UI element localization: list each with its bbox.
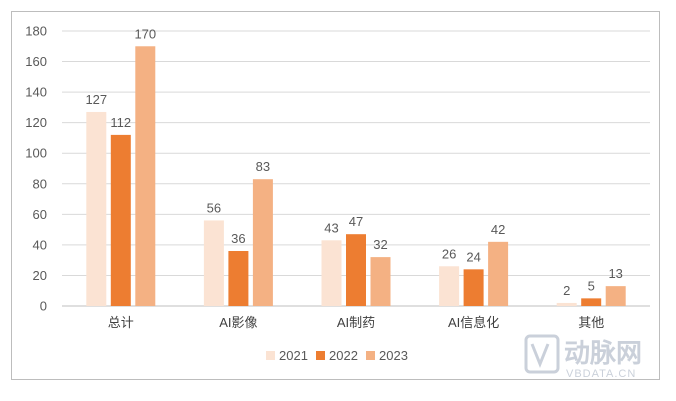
bar-2023-4 xyxy=(605,286,626,306)
data-label: 56 xyxy=(207,200,221,215)
x-category-label: AI制药 xyxy=(337,315,375,330)
data-label: 36 xyxy=(231,231,245,246)
vb-logo-icon xyxy=(524,334,560,374)
legend-label-2023: 2023 xyxy=(379,348,408,363)
data-label: 112 xyxy=(110,115,131,130)
y-axis-ticks: 0 20 40 60 80 100 120 140 160 180 xyxy=(25,24,47,314)
y-tick-label: 0 xyxy=(40,299,47,314)
legend-swatch-2022 xyxy=(316,351,325,360)
y-tick-label: 40 xyxy=(33,237,47,252)
bar-2021-3 xyxy=(439,266,460,306)
y-tick-label: 60 xyxy=(33,207,47,222)
x-category-label: 总计 xyxy=(108,315,134,330)
data-label: 2 xyxy=(563,283,570,298)
data-label: 83 xyxy=(256,159,270,174)
bar-2021-2 xyxy=(321,240,342,306)
watermark: 动脉网 VBDATA.CN xyxy=(524,334,642,380)
legend-label-2021: 2021 xyxy=(279,348,308,363)
bar-2022-0 xyxy=(110,134,131,306)
watermark-logo-text: 动脉网 xyxy=(564,338,642,368)
watermark-url-text: VBDATA.CN xyxy=(566,368,636,380)
y-tick-label: 100 xyxy=(25,146,47,161)
legend-swatch-2021 xyxy=(266,351,275,360)
x-category-label: AI影像 xyxy=(219,315,257,330)
y-tick-label: 160 xyxy=(25,54,47,69)
bar-2021-4 xyxy=(556,302,577,306)
y-tick-label: 140 xyxy=(25,85,47,100)
data-label: 32 xyxy=(373,237,387,252)
data-label: 13 xyxy=(608,266,622,281)
bar-2023-1 xyxy=(252,179,273,306)
bar-2021-1 xyxy=(203,220,224,306)
data-label: 43 xyxy=(324,220,338,235)
data-label: 127 xyxy=(85,92,107,107)
bar-2023-3 xyxy=(488,241,509,306)
data-label: 24 xyxy=(466,249,480,264)
legend-label-2022: 2022 xyxy=(329,348,358,363)
data-label: 42 xyxy=(491,222,505,237)
data-label: 47 xyxy=(349,214,363,229)
bar-2022-1 xyxy=(228,251,249,306)
bar-2022-2 xyxy=(346,234,366,306)
bar-2021-0 xyxy=(86,111,107,306)
bar-2022-4 xyxy=(581,298,602,306)
legend: 2021 2022 2023 xyxy=(266,348,408,363)
bars xyxy=(86,46,626,307)
y-tick-label: 120 xyxy=(25,115,47,130)
gridlines xyxy=(62,30,650,307)
x-category-label: 其他 xyxy=(578,315,604,330)
data-label: 26 xyxy=(442,246,456,261)
y-tick-label: 20 xyxy=(33,268,47,283)
bar-2022-3 xyxy=(463,269,484,306)
data-label: 170 xyxy=(134,26,156,41)
legend-swatch-2023 xyxy=(366,351,375,360)
data-label: 5 xyxy=(588,278,595,293)
y-tick-label: 180 xyxy=(25,24,47,39)
bar-2023-0 xyxy=(135,46,156,307)
bar-2023-2 xyxy=(370,257,391,306)
x-category-label: AI信息化 xyxy=(448,315,499,330)
y-tick-label: 80 xyxy=(33,176,47,191)
x-axis-categories: 总计 AI影像 AI制药 AI信息化 其他 xyxy=(108,315,604,330)
